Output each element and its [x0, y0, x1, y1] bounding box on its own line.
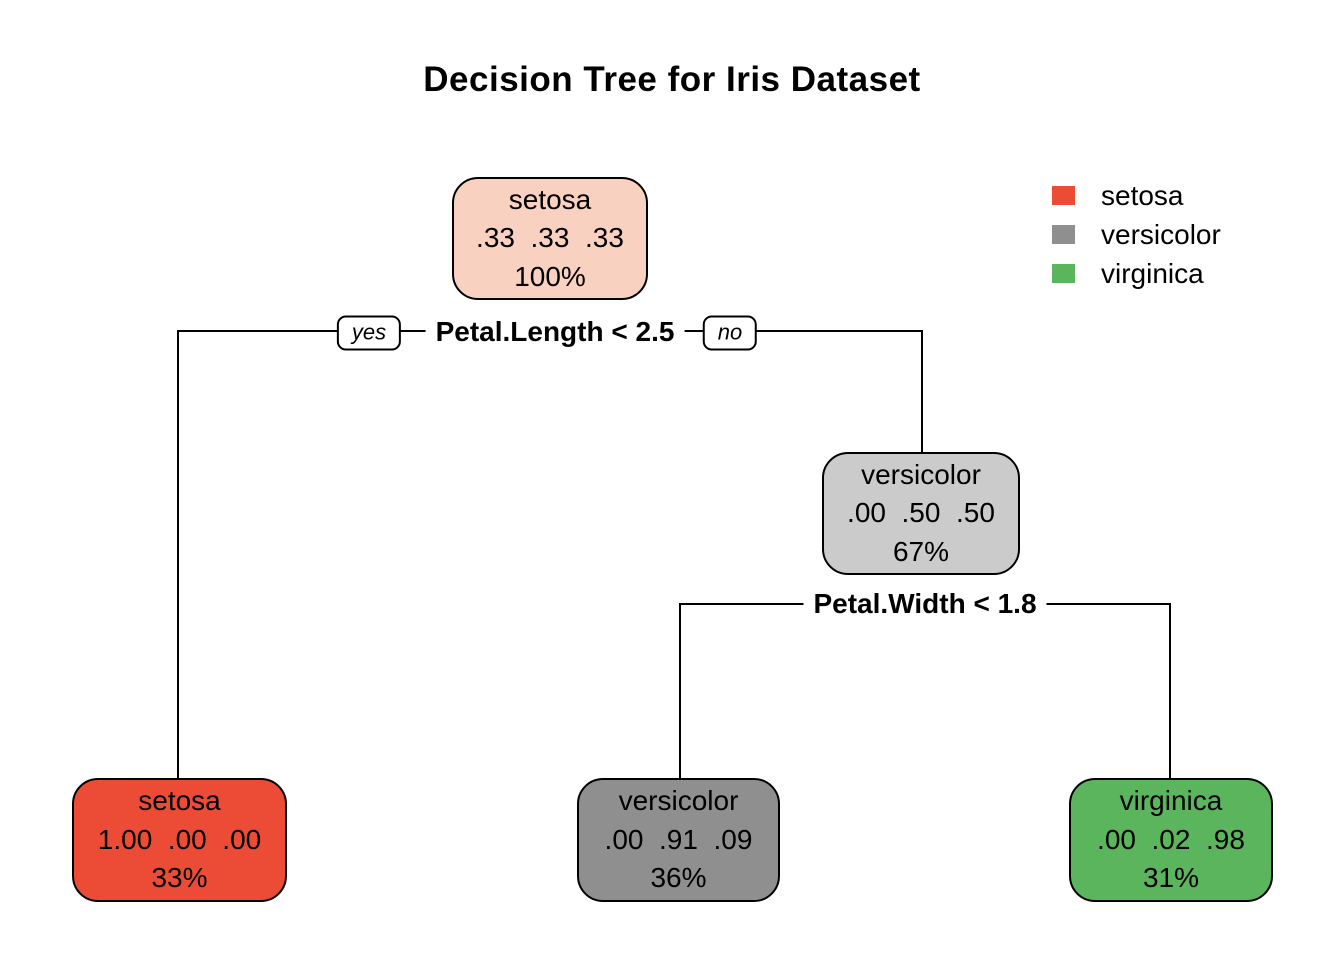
node-probabilities: .00 .50 .50: [847, 497, 995, 529]
node-internal-versicolor: versicolor .00 .50 .50 67%: [822, 452, 1020, 575]
legend-label: virginica: [1101, 257, 1204, 289]
branch-line-split2-right-vertical: [1169, 603, 1171, 779]
split2-condition-label: Petal.Width < 1.8: [803, 588, 1047, 620]
leaf-node-virginica: virginica .00 .02 .98 31%: [1069, 778, 1273, 902]
node-coverage: 36%: [650, 862, 707, 894]
node-class-label: setosa: [508, 183, 592, 215]
page-title: Decision Tree for Iris Dataset: [423, 60, 921, 99]
node-class-label: versicolor: [861, 458, 981, 490]
node-class-label: versicolor: [618, 785, 739, 817]
branch-line-right-vertical: [921, 330, 923, 453]
no-badge: no: [702, 315, 758, 351]
legend-label: versicolor: [1101, 218, 1221, 250]
leaf-node-setosa: setosa 1.00 .00 .00 33%: [72, 778, 287, 902]
leaf-node-versicolor: versicolor .00 .91 .09 36%: [577, 778, 780, 902]
node-coverage: 33%: [151, 862, 208, 894]
node-coverage: 67%: [892, 535, 950, 567]
node-class-label: virginica: [1119, 785, 1223, 817]
split1-condition-label: Petal.Length < 2.5: [425, 316, 685, 348]
legend-swatch-versicolor: [1052, 225, 1075, 244]
node-probabilities: .00 .02 .98: [1097, 823, 1245, 855]
legend-item: setosa: [1052, 181, 1221, 209]
branch-line-split2-left-vertical: [679, 603, 681, 779]
node-probabilities: .00 .91 .09: [604, 823, 753, 855]
node-class-label: setosa: [138, 785, 221, 817]
legend-label: setosa: [1101, 179, 1184, 211]
node-probabilities: 1.00 .00 .00: [97, 823, 262, 855]
legend-item: versicolor: [1052, 220, 1221, 248]
branch-line-left-vertical: [177, 330, 179, 779]
legend-item: virginica: [1052, 259, 1221, 287]
legend: setosa versicolor virginica: [1052, 181, 1221, 303]
node-coverage: 31%: [1142, 862, 1200, 894]
legend-swatch-setosa: [1052, 186, 1075, 205]
legend-swatch-virginica: [1052, 264, 1075, 283]
node-coverage: 100%: [514, 260, 586, 292]
yes-badge: yes: [336, 315, 402, 351]
node-root: setosa .33 .33 .33 100%: [452, 177, 648, 300]
node-probabilities: .33 .33 .33: [476, 222, 624, 254]
